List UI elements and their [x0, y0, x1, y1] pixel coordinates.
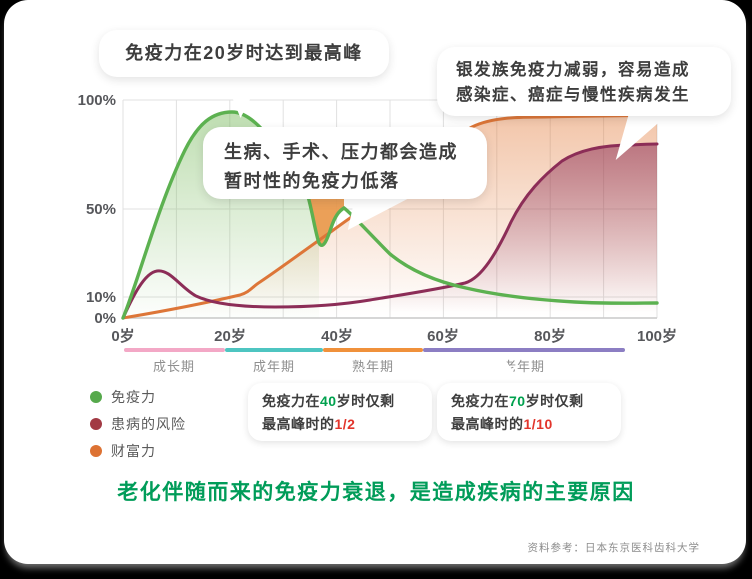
note-70-prefix: 免疫力在 [451, 393, 509, 409]
y-axis-tick-50: 50% [85, 201, 116, 218]
x-axis-tick-40: 40岁 [321, 328, 353, 345]
note-40-line2-prefix: 最高峰时的 [262, 416, 335, 432]
note-40-prefix: 免疫力在 [262, 393, 320, 409]
dip-bubble-line1: 生病、手术、压力都会造成 [224, 142, 458, 162]
senior-bubble-line2: 感染症、癌症与慢性疾病发生 [456, 86, 690, 104]
legend-item-disease-risk: 患病的风险 [90, 410, 186, 437]
immunity-legend-dot-icon [90, 390, 102, 403]
note-40-age: 40 [320, 393, 337, 409]
note-box-age-70: 免疫力在70岁时仅剩 最高峰时的1/10 [437, 383, 621, 441]
note-70-line2-prefix: 最高峰时的 [451, 416, 524, 432]
x-axis-tick-20: 20岁 [214, 328, 246, 345]
speech-bubble-senior: 银发族免疫力减弱，容易造成 感染症、癌症与慢性疾病发生 [437, 47, 731, 116]
note-40-line2: 最高峰时的1/2 [262, 413, 432, 436]
y-axis-tick-0: 0% [94, 310, 116, 327]
speech-bubble-temporary-dip: 生病、手术、压力都会造成 暂时性的免疫力低落 [203, 127, 487, 199]
note-box-age-40: 免疫力在40岁时仅剩 最高峰时的1/2 [248, 383, 432, 441]
x-axis-tick-60: 60岁 [427, 328, 459, 345]
note-70-age: 70 [509, 393, 526, 409]
x-axis-tick-100: 100岁 [636, 328, 678, 345]
legend-label-immunity: 免疫力 [111, 388, 156, 405]
peak-bubble-text: 免疫力在20岁时达到最高峰 [125, 43, 363, 63]
life-stage-label-adult: 成年期 [252, 359, 295, 374]
note-70-line2: 最高峰时的1/10 [451, 413, 621, 436]
life-stage-band-senior [423, 348, 625, 352]
legend-label-disease-risk: 患病的风险 [111, 415, 186, 432]
headline: 老化伴随而来的免疫力衰退，是造成疾病的主要原因 [117, 481, 635, 504]
life-stage-label-growth: 成长期 [152, 359, 195, 374]
legend-item-immunity: 免疫力 [90, 383, 186, 410]
disease-risk-line [121, 142, 659, 320]
y-axis-tick-10: 10% [85, 289, 116, 306]
y-axis-tick-100: 100% [77, 92, 116, 109]
disease-risk-legend-dot-icon [90, 417, 102, 430]
immunity-dip-fill [306, 187, 344, 246]
note-70-fraction: 1/10 [523, 416, 553, 432]
x-axis-tick-0: 0岁 [111, 328, 135, 345]
senior-bubble-line1: 银发族免疫力减弱，容易造成 [456, 61, 690, 79]
legend: 免疫力 患病的风险 财富力 [90, 383, 186, 464]
note-70-suffix: 岁时仅剩 [525, 393, 584, 409]
life-stage-band-mature [323, 348, 423, 352]
speech-bubble-peak: 免疫力在20岁时达到最高峰 [99, 30, 389, 77]
source-reference: 资料参考：日本东京医科齿科大学 [527, 542, 700, 554]
dip-bubble-line2: 暂时性的免疫力低落 [224, 171, 400, 191]
immunity-line [121, 110, 659, 320]
disease-risk-fill [390, 144, 657, 318]
x-axis-tick-80: 80岁 [534, 328, 566, 345]
life-stage-band-growth [124, 348, 225, 352]
note-40-line1: 免疫力在40岁时仅剩 [262, 390, 432, 413]
note-70-line1: 免疫力在70岁时仅剩 [451, 390, 621, 413]
life-stage-band-adult [225, 348, 323, 352]
life-stage-label-mature: 熟年期 [351, 359, 394, 374]
wealth-legend-dot-icon [90, 444, 102, 457]
legend-label-wealth: 财富力 [111, 442, 156, 459]
note-40-suffix: 岁时仅剩 [336, 393, 395, 409]
life-stage-label-senior: 老年期 [502, 359, 545, 374]
legend-item-wealth: 财富力 [90, 437, 186, 464]
note-40-fraction: 1/2 [334, 416, 356, 432]
